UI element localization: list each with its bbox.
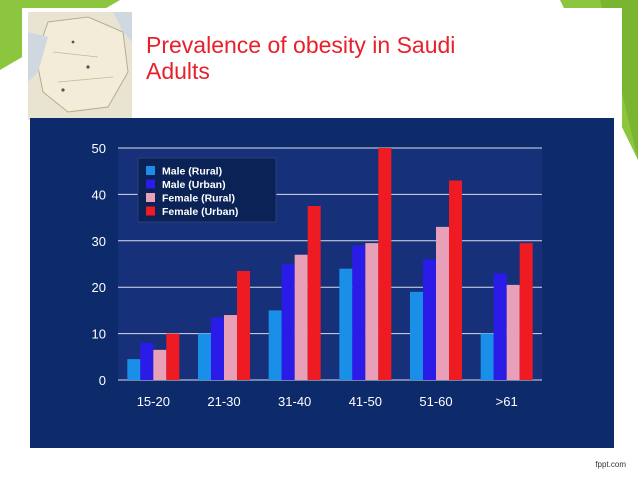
- bar: [281, 264, 295, 380]
- x-tick-label: >61: [496, 394, 518, 409]
- bar: [410, 291, 423, 380]
- bar: [339, 268, 353, 380]
- y-tick-label: 40: [92, 187, 106, 202]
- bar: [268, 310, 282, 380]
- bar: [436, 226, 449, 380]
- bar: [378, 148, 392, 380]
- bar: [166, 333, 180, 380]
- bar: [449, 180, 462, 380]
- legend-label: Male (Rural): [162, 166, 222, 178]
- y-tick-label: 20: [92, 280, 106, 295]
- bar: [307, 206, 321, 380]
- slide-title-line1: Prevalence of obesity in Saudi: [146, 32, 456, 58]
- slide-title: Prevalence of obesity in Saudi Adults: [146, 32, 586, 84]
- bar: [153, 349, 167, 380]
- footer-brand: fppt.com: [595, 460, 626, 469]
- x-tick-label: 51-60: [419, 394, 452, 409]
- x-tick-label: 31-40: [278, 394, 311, 409]
- x-tick-label: 15-20: [137, 394, 170, 409]
- bar: [127, 359, 141, 380]
- y-tick-label: 10: [92, 327, 106, 342]
- bar: [506, 284, 520, 380]
- slide-title-line2: Adults: [146, 58, 210, 84]
- bar: [480, 333, 494, 380]
- bar: [365, 243, 379, 380]
- bar: [198, 333, 211, 380]
- legend-label: Male (Urban): [162, 179, 226, 191]
- bar: [237, 270, 250, 380]
- legend-box: [137, 157, 277, 223]
- bar: [294, 254, 308, 380]
- bar: [352, 245, 366, 380]
- bar: [493, 273, 507, 380]
- legend-label: Female (Urban): [162, 206, 238, 218]
- legend-swatch: [146, 179, 155, 189]
- legend-swatch: [146, 206, 155, 216]
- saudi-map-image: [28, 12, 132, 120]
- legend-swatch: [146, 193, 155, 202]
- legend-label: Female (Rural): [162, 193, 235, 205]
- y-tick-label: 0: [99, 373, 106, 388]
- bar: [423, 259, 436, 380]
- bar: [140, 342, 154, 380]
- bar: [211, 317, 224, 380]
- legend-swatch: [146, 166, 155, 175]
- y-tick-label: 50: [92, 141, 106, 156]
- bar: [519, 243, 533, 380]
- chart-panel: 0 10 20 30 40 50 15-20 21-30 31-40 41-50 51-60 >61 M…: [30, 118, 614, 448]
- bar: [224, 315, 237, 380]
- obesity-bar-chart: 0 10 20 30 40 50 15-20 21-30 31-40 41-50 51-60 >61 M…: [92, 141, 542, 409]
- x-tick-label: 21-30: [207, 394, 240, 409]
- x-tick-label: 41-50: [349, 394, 382, 409]
- y-tick-label: 30: [92, 234, 106, 249]
